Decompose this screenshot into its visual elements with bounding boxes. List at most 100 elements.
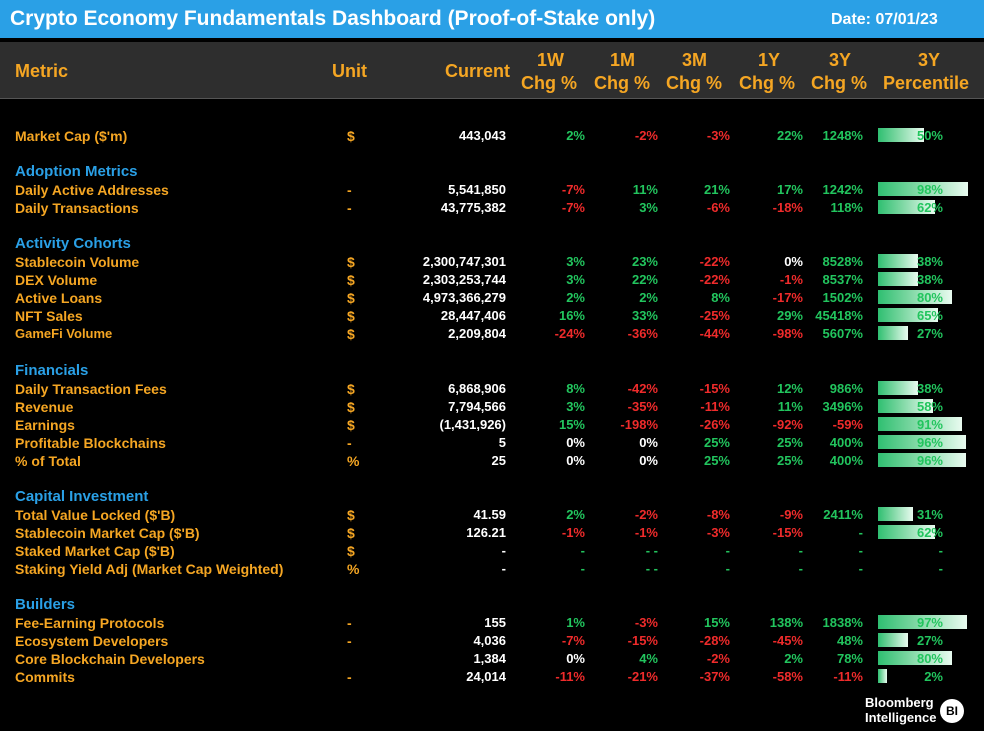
chg-y1: 29% — [776, 308, 803, 323]
metric-label: Commits — [15, 669, 75, 685]
chg-y3: 8537% — [822, 272, 863, 287]
unit-cell: - — [347, 615, 352, 631]
chg-m1: 0% — [639, 435, 658, 450]
percentile-bar — [878, 435, 966, 449]
percentile-label: 80% — [916, 651, 943, 666]
current-value: 25 — [491, 453, 506, 468]
table-row: Ecosystem Developers - 4,036 -7% -15% -28% -45… — [0, 632, 984, 650]
metric-label: Revenue — [15, 399, 74, 415]
chg-y1: -92% — [772, 417, 803, 432]
header-3y: 3Y — [829, 50, 852, 70]
unit-cell: $ — [347, 399, 355, 415]
chg-y1: -9% — [779, 507, 803, 522]
percentile-label: 62% — [916, 200, 943, 215]
metric-label: Profitable Blockchains — [15, 435, 166, 451]
unit-cell: $ — [347, 543, 355, 559]
chg-y3: - — [858, 543, 863, 558]
percentile-label: 96% — [916, 453, 943, 468]
chg-m3: -3% — [706, 525, 730, 540]
chg-m3: -25% — [699, 308, 730, 323]
unit-cell: - — [347, 435, 352, 451]
chg-m3: -8% — [706, 507, 730, 522]
chg-m1: -3% — [634, 615, 658, 630]
chg-y1: 0% — [784, 254, 803, 269]
section-title: Builders — [15, 596, 76, 613]
chg-m3: -2% — [706, 651, 730, 666]
table-row: Daily Transactions - 43,775,382 -7% 3% -6% -18… — [0, 199, 984, 217]
chg-m3: -44% — [699, 326, 730, 341]
percentile-bar — [878, 669, 887, 683]
chg-y3: 1242% — [822, 182, 863, 197]
table-row: Daily Transaction Fees $6,868,906 8% -42% -1… — [0, 380, 984, 398]
header-percentile: Percentile — [883, 73, 970, 93]
chg-w1: 3% — [566, 272, 585, 287]
unit-cell: $ — [347, 326, 355, 342]
metric-label: % of Total — [15, 453, 81, 469]
metric-label: Staked Market Cap ($'B) — [15, 543, 175, 559]
chg-y1: 22% — [776, 128, 803, 143]
chg-w1: 0% — [566, 453, 585, 468]
chg-m1: -42% — [627, 381, 658, 396]
table-row: Daily Active Addresses - 5,541,850 -7% 11% 21… — [0, 181, 984, 199]
current-value: 4,036 — [473, 633, 506, 648]
percentile-bar — [878, 399, 933, 413]
chg-m3: 15% — [703, 615, 730, 630]
section-header: Activity Cohorts — [0, 235, 984, 253]
percentile-label: - — [938, 543, 943, 558]
chg-y3: 986% — [829, 381, 863, 396]
table-row: Staked Market Cap ($'B) $ - - - - - - - - — [0, 542, 984, 560]
chg-w1: - — [580, 561, 585, 576]
section-header: Capital Investment — [0, 488, 984, 506]
table-row: GameFi Volume $2,209,804 -24% -36% -44% -98% 5… — [0, 325, 984, 343]
logo-line1: Bloomberg — [865, 695, 934, 710]
current-value: 7,794,566 — [448, 399, 506, 414]
chg-y1: 25% — [776, 453, 803, 468]
chg-m1: -36% — [627, 326, 658, 341]
chg-w1: -7% — [561, 182, 585, 197]
current-value: 5 — [498, 435, 506, 450]
chg-y1: 11% — [777, 399, 803, 414]
dashboard-title: Crypto Economy Fundamentals Dashboard (P… — [10, 7, 656, 30]
metric-label: Stablecoin Volume — [15, 254, 140, 270]
current-value: 443,043 — [459, 128, 506, 143]
chg-w1: 1% — [566, 615, 585, 630]
unit-cell: $ — [347, 128, 355, 144]
chg-w1: -11% — [555, 669, 585, 684]
percentile-bar — [878, 633, 908, 647]
metric-label: NFT Sales — [15, 308, 83, 324]
table-row: Stablecoin Volume $2,300,747,301 3% 23% -22%… — [0, 253, 984, 271]
chg-m3: 21% — [703, 182, 730, 197]
chg-m3: -28% — [699, 633, 730, 648]
chg-w1: - — [580, 543, 585, 558]
section-title: Financials — [15, 362, 89, 379]
table-row: Staking Yield Adj (Market Cap Weighted)%… — [0, 560, 984, 578]
header-3m: 3M — [682, 50, 708, 70]
current-value: 24,014 — [466, 669, 506, 684]
current-value: 155 — [484, 615, 506, 630]
percentile-bar — [878, 128, 924, 142]
unit-cell: - — [347, 200, 352, 216]
current-value: 43,775,382 — [440, 200, 506, 215]
chg-m1: 11% — [632, 182, 658, 197]
chg-y3: 8528% — [822, 254, 863, 269]
percentile-label: 38% — [916, 254, 943, 269]
chg-m3: -22% — [699, 272, 730, 287]
percentile-bar — [878, 326, 908, 340]
metric-label: Ecosystem Developers — [15, 633, 169, 649]
header-current: Current — [444, 61, 510, 81]
table-row: Core Blockchain Developers 1,384 0% 4% -2% 2%… — [0, 650, 984, 668]
percentile-label: 38% — [916, 381, 943, 396]
percentile-bar — [878, 417, 962, 431]
unit-cell: $ — [347, 254, 355, 270]
chg-y3: 400% — [829, 453, 863, 468]
chg-y1: 12% — [776, 381, 803, 396]
chg-m1: 4% — [639, 651, 658, 666]
table-row: Active Loans $4,973,366,279 2% 2% 8% -17% 1502… — [0, 289, 984, 307]
unit-cell: $ — [347, 381, 355, 397]
metric-label: DEX Volume — [15, 272, 98, 288]
section-title: Capital Investment — [15, 488, 149, 505]
percentile-label: 27% — [916, 326, 943, 341]
percentile-label: 80% — [916, 290, 943, 305]
metric-label: Core Blockchain Developers — [15, 651, 205, 667]
current-value: 2,300,747,301 — [422, 254, 506, 269]
